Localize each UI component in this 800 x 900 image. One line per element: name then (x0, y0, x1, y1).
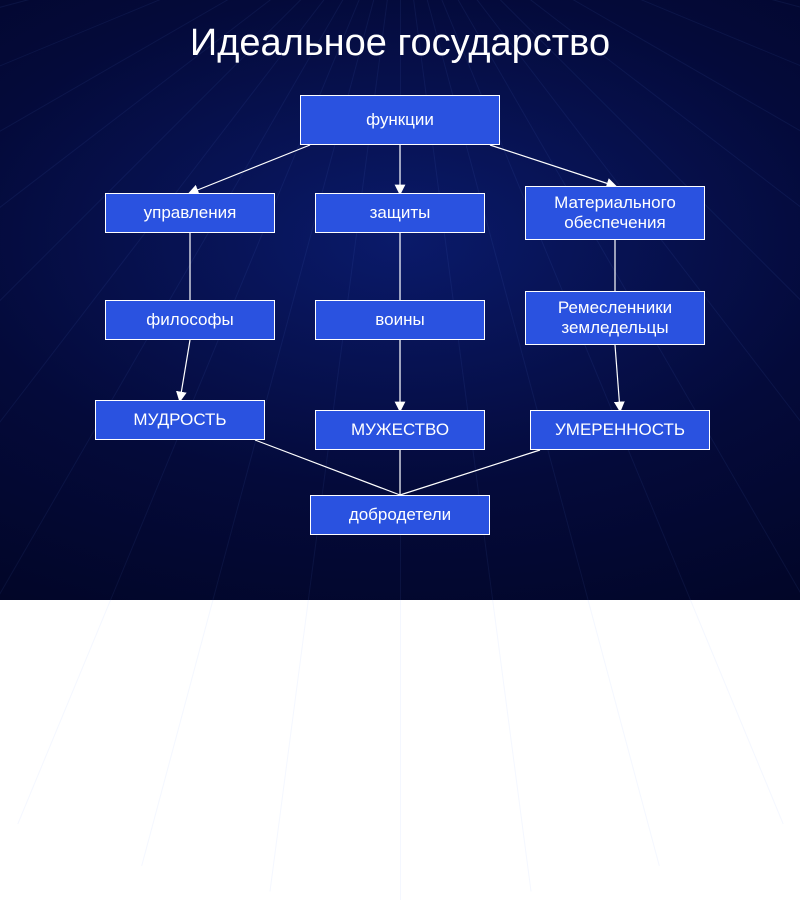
node-label: МУДРОСТЬ (133, 410, 226, 430)
node-label: МУЖЕСТВО (351, 420, 449, 440)
node-v3: УМЕРЕННОСТЬ (530, 410, 710, 450)
node-f3: Материального обеспечения (525, 186, 705, 240)
node-p2: воины (315, 300, 485, 340)
node-label: философы (146, 310, 233, 330)
node-p1: философы (105, 300, 275, 340)
node-label: Ремесленники земледельцы (530, 298, 700, 339)
node-p3: Ремесленники земледельцы (525, 291, 705, 345)
node-label: функции (366, 110, 434, 130)
node-label: добродетели (349, 505, 451, 525)
node-v1: МУДРОСТЬ (95, 400, 265, 440)
node-label: управления (144, 203, 237, 223)
node-label: защиты (370, 203, 431, 223)
node-root: функции (300, 95, 500, 145)
node-label: Материального обеспечения (530, 193, 700, 234)
node-label: УМЕРЕННОСТЬ (555, 420, 685, 440)
node-bottom: добродетели (310, 495, 490, 535)
node-f1: управления (105, 193, 275, 233)
node-v2: МУЖЕСТВО (315, 410, 485, 450)
node-f2: защиты (315, 193, 485, 233)
node-label: воины (375, 310, 424, 330)
